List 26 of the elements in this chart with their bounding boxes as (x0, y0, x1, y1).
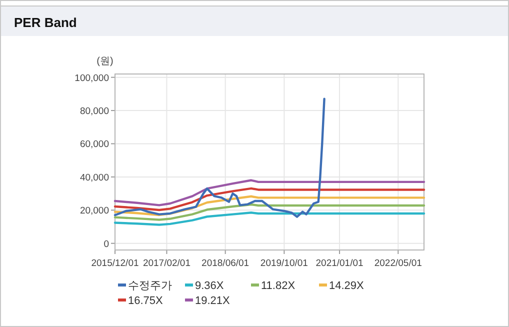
y-tick-label: 20,000 (80, 206, 109, 217)
legend-label: 16.75X (128, 295, 164, 307)
line-series (114, 195, 426, 216)
x-tick-label: 2017/02/01 (142, 258, 190, 269)
x-tick-label: 2022/05/01 (374, 258, 422, 269)
line-series (114, 187, 426, 212)
x-tick-label: 2021/01/01 (316, 258, 364, 269)
y-tick-label: 80,000 (80, 106, 109, 118)
x-tick-label: 2015/12/01 (91, 258, 139, 269)
legend-label: 19.21X (195, 295, 231, 307)
legend-label: 9.36X (195, 280, 224, 292)
line-series (114, 203, 426, 221)
y-tick-label: 100,000 (74, 72, 109, 84)
y-axis-title: (원) (96, 56, 114, 67)
chart-title: PER Band (14, 15, 77, 30)
x-tick-label: 2018/06/01 (202, 258, 250, 269)
x-tick-label: 2019/10/01 (260, 258, 308, 269)
legend-label: 수정주가 (128, 280, 172, 292)
y-tick-label: 0 (104, 238, 109, 250)
y-tick-label: 60,000 (80, 139, 109, 150)
line-series (114, 212, 426, 226)
legend-label: 14.29X (329, 280, 365, 292)
y-tick-label: 40,000 (80, 172, 109, 184)
legend-label: 11.82X (261, 280, 296, 292)
line-series (114, 179, 426, 206)
line-series (114, 98, 326, 218)
